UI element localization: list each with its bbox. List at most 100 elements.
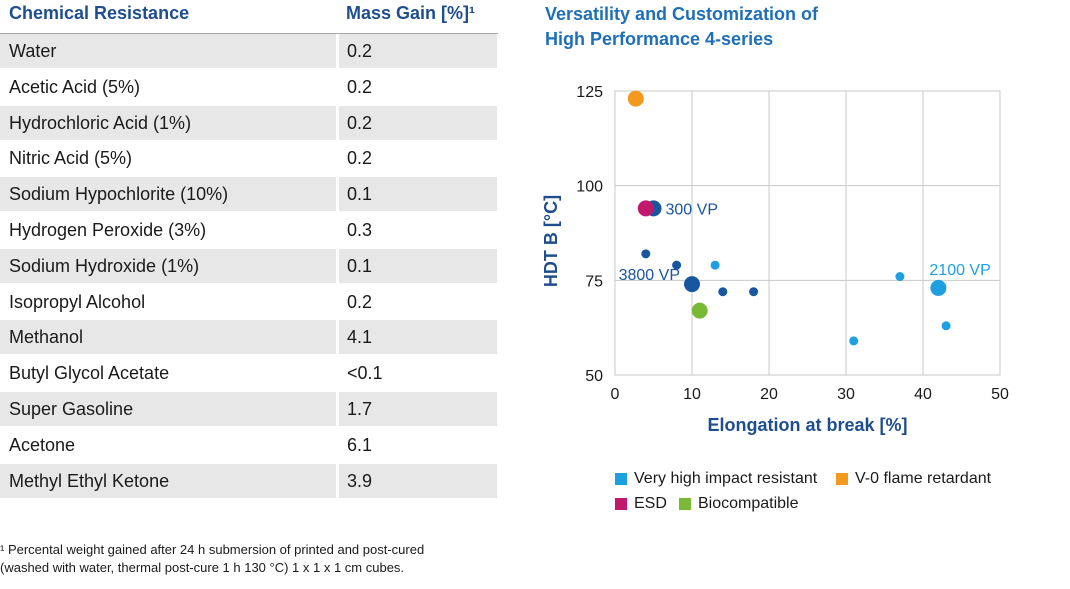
plot-frame bbox=[614, 90, 1001, 376]
mass-gain-value: <0.1 bbox=[347, 363, 383, 384]
mass-gain-cell: 0.2 bbox=[339, 285, 497, 319]
chemical-cell: Nitric Acid (5%) bbox=[0, 141, 336, 175]
table-row: Methyl Ethyl Ketone 3.9 bbox=[0, 463, 498, 498]
table-row: Hydrochloric Acid (1%) 0.2 bbox=[0, 105, 498, 140]
data-point-label: 2100 VP bbox=[929, 262, 990, 279]
chemical-name: Hydrogen Peroxide (3%) bbox=[9, 219, 207, 240]
chemical-name: Sodium Hypochlorite (10%) bbox=[9, 184, 229, 205]
x-axis-label: Elongation at break [%] bbox=[707, 415, 907, 435]
chemical-name: Super Gasoline bbox=[9, 398, 134, 419]
mass-gain-cell: 1.7 bbox=[339, 391, 497, 426]
table-row: Acetone 6.1 bbox=[0, 428, 498, 462]
chemical-name: Isopropyl Alcohol bbox=[9, 291, 146, 312]
mass-gain-cell: 6.1 bbox=[339, 428, 497, 462]
mass-gain-value: 1.7 bbox=[347, 398, 373, 419]
chart-title: Versatility and Customization of High Pe… bbox=[545, 2, 818, 52]
mass-gain-cell: <0.1 bbox=[339, 356, 497, 390]
data-point bbox=[849, 336, 859, 346]
y-tick-label: 75 bbox=[585, 273, 603, 290]
chemical-name: Methyl Ethyl Ketone bbox=[9, 470, 170, 491]
chemical-name: Water bbox=[9, 41, 57, 61]
mass-gain-value: 0.1 bbox=[347, 184, 373, 205]
chart-title-line: High Performance 4-series bbox=[545, 29, 774, 49]
table-row: Sodium Hypochlorite (10%) 0.1 bbox=[0, 177, 498, 212]
mass-gain-cell: 3.9 bbox=[339, 463, 497, 498]
data-point bbox=[710, 260, 720, 270]
mass-gain-cell: 0.1 bbox=[339, 177, 497, 212]
legend-swatch bbox=[836, 473, 848, 485]
mass-gain-value: 4.1 bbox=[347, 327, 373, 348]
table-row: Super Gasoline 1.7 bbox=[0, 391, 498, 426]
chemical-cell: Super Gasoline bbox=[0, 391, 336, 426]
table-row: Methanol 4.1 bbox=[0, 320, 498, 355]
mass-gain-cell: 0.2 bbox=[339, 105, 497, 140]
data-point bbox=[684, 276, 700, 293]
table-header: Chemical Resistance Mass Gain [%]¹ bbox=[0, 0, 498, 34]
chemical-cell: Water bbox=[0, 34, 336, 68]
mass-gain-value: 0.2 bbox=[347, 76, 373, 97]
data-point bbox=[672, 260, 682, 270]
legend-label: V-0 flame retardant bbox=[855, 470, 992, 487]
mass-gain-cell: 4.1 bbox=[339, 320, 497, 355]
chemical-resistance-table: Chemical Resistance Mass Gain [%]¹ Water… bbox=[0, 0, 498, 499]
table-row: Isopropyl Alcohol 0.2 bbox=[0, 285, 498, 319]
table-row: Butyl Glycol Acetate <0.1 bbox=[0, 356, 498, 390]
table-body: Water 0.2 Acetic Acid (5%) 0.2 Hydrochloric … bbox=[0, 34, 498, 498]
table-row: Sodium Hydroxide (1%) 0.1 bbox=[0, 248, 498, 283]
data-point bbox=[930, 279, 947, 296]
chemical-name: Nitric Acid (5%) bbox=[9, 148, 133, 169]
y-tick-label: 50 bbox=[585, 368, 603, 385]
chemical-cell: Hydrochloric Acid (1%) bbox=[0, 105, 336, 140]
x-tick-label: 10 bbox=[683, 386, 701, 403]
legend-swatch bbox=[615, 473, 627, 485]
data-point bbox=[627, 90, 644, 107]
mass-gain-cell: 0.1 bbox=[339, 248, 497, 283]
mass-gain-value: 0.3 bbox=[347, 219, 373, 240]
chemical-name: Methanol bbox=[9, 327, 84, 348]
chemical-cell: Butyl Glycol Acetate bbox=[0, 356, 336, 390]
chemical-cell: Sodium Hypochlorite (10%) bbox=[0, 177, 336, 212]
mass-gain-value: 0.2 bbox=[347, 291, 373, 312]
legend-swatch bbox=[679, 498, 691, 510]
chemical-cell: Methyl Ethyl Ketone bbox=[0, 463, 336, 498]
chemical-cell: Methanol bbox=[0, 320, 336, 355]
chemical-cell: Isopropyl Alcohol bbox=[0, 285, 336, 319]
column-header-mass-gain: Mass Gain [%]¹ bbox=[346, 3, 476, 23]
chemical-cell: Acetic Acid (5%) bbox=[0, 70, 336, 104]
column-header-chemical: Chemical Resistance bbox=[9, 3, 190, 23]
chemical-name: Sodium Hydroxide (1%) bbox=[9, 255, 200, 276]
data-point bbox=[895, 272, 905, 282]
data-point-label: 300 VP bbox=[666, 201, 718, 218]
data-point bbox=[749, 287, 759, 297]
mass-gain-cell: 0.2 bbox=[339, 34, 497, 68]
x-tick-label: 50 bbox=[991, 386, 1009, 403]
table-row: Water 0.2 bbox=[0, 34, 498, 68]
x-tick-label: 40 bbox=[914, 386, 932, 403]
y-tick-label: 125 bbox=[576, 84, 603, 101]
mass-gain-value: 0.1 bbox=[347, 255, 373, 276]
chart-title-line: Versatility and Customization of bbox=[545, 4, 819, 24]
mass-gain-value: 3.9 bbox=[347, 470, 373, 491]
chemical-name: Butyl Glycol Acetate bbox=[9, 363, 170, 384]
data-point bbox=[691, 302, 708, 319]
mass-gain-value: 0.2 bbox=[347, 112, 373, 133]
chemical-name: Acetic Acid (5%) bbox=[9, 76, 141, 97]
x-tick-label: 20 bbox=[760, 386, 778, 403]
data-point-label: 3800 VP bbox=[619, 267, 680, 284]
x-tick-label: 0 bbox=[611, 386, 620, 403]
table-row: Nitric Acid (5%) 0.2 bbox=[0, 141, 498, 175]
legend-swatch bbox=[615, 498, 627, 510]
legend-label: ESD bbox=[634, 495, 667, 512]
x-tick-label: 30 bbox=[837, 386, 855, 403]
data-point bbox=[637, 200, 654, 217]
legend-label: Biocompatible bbox=[698, 495, 799, 512]
table-row: Acetic Acid (5%) 0.2 bbox=[0, 70, 498, 104]
chemical-name: Hydrochloric Acid (1%) bbox=[9, 112, 192, 133]
chemical-cell: Acetone bbox=[0, 428, 336, 462]
y-tick-label: 100 bbox=[576, 179, 603, 196]
chemical-cell: Sodium Hydroxide (1%) bbox=[0, 248, 336, 283]
data-point bbox=[641, 249, 651, 259]
mass-gain-cell: 0.2 bbox=[339, 141, 497, 175]
data-point bbox=[941, 321, 951, 331]
